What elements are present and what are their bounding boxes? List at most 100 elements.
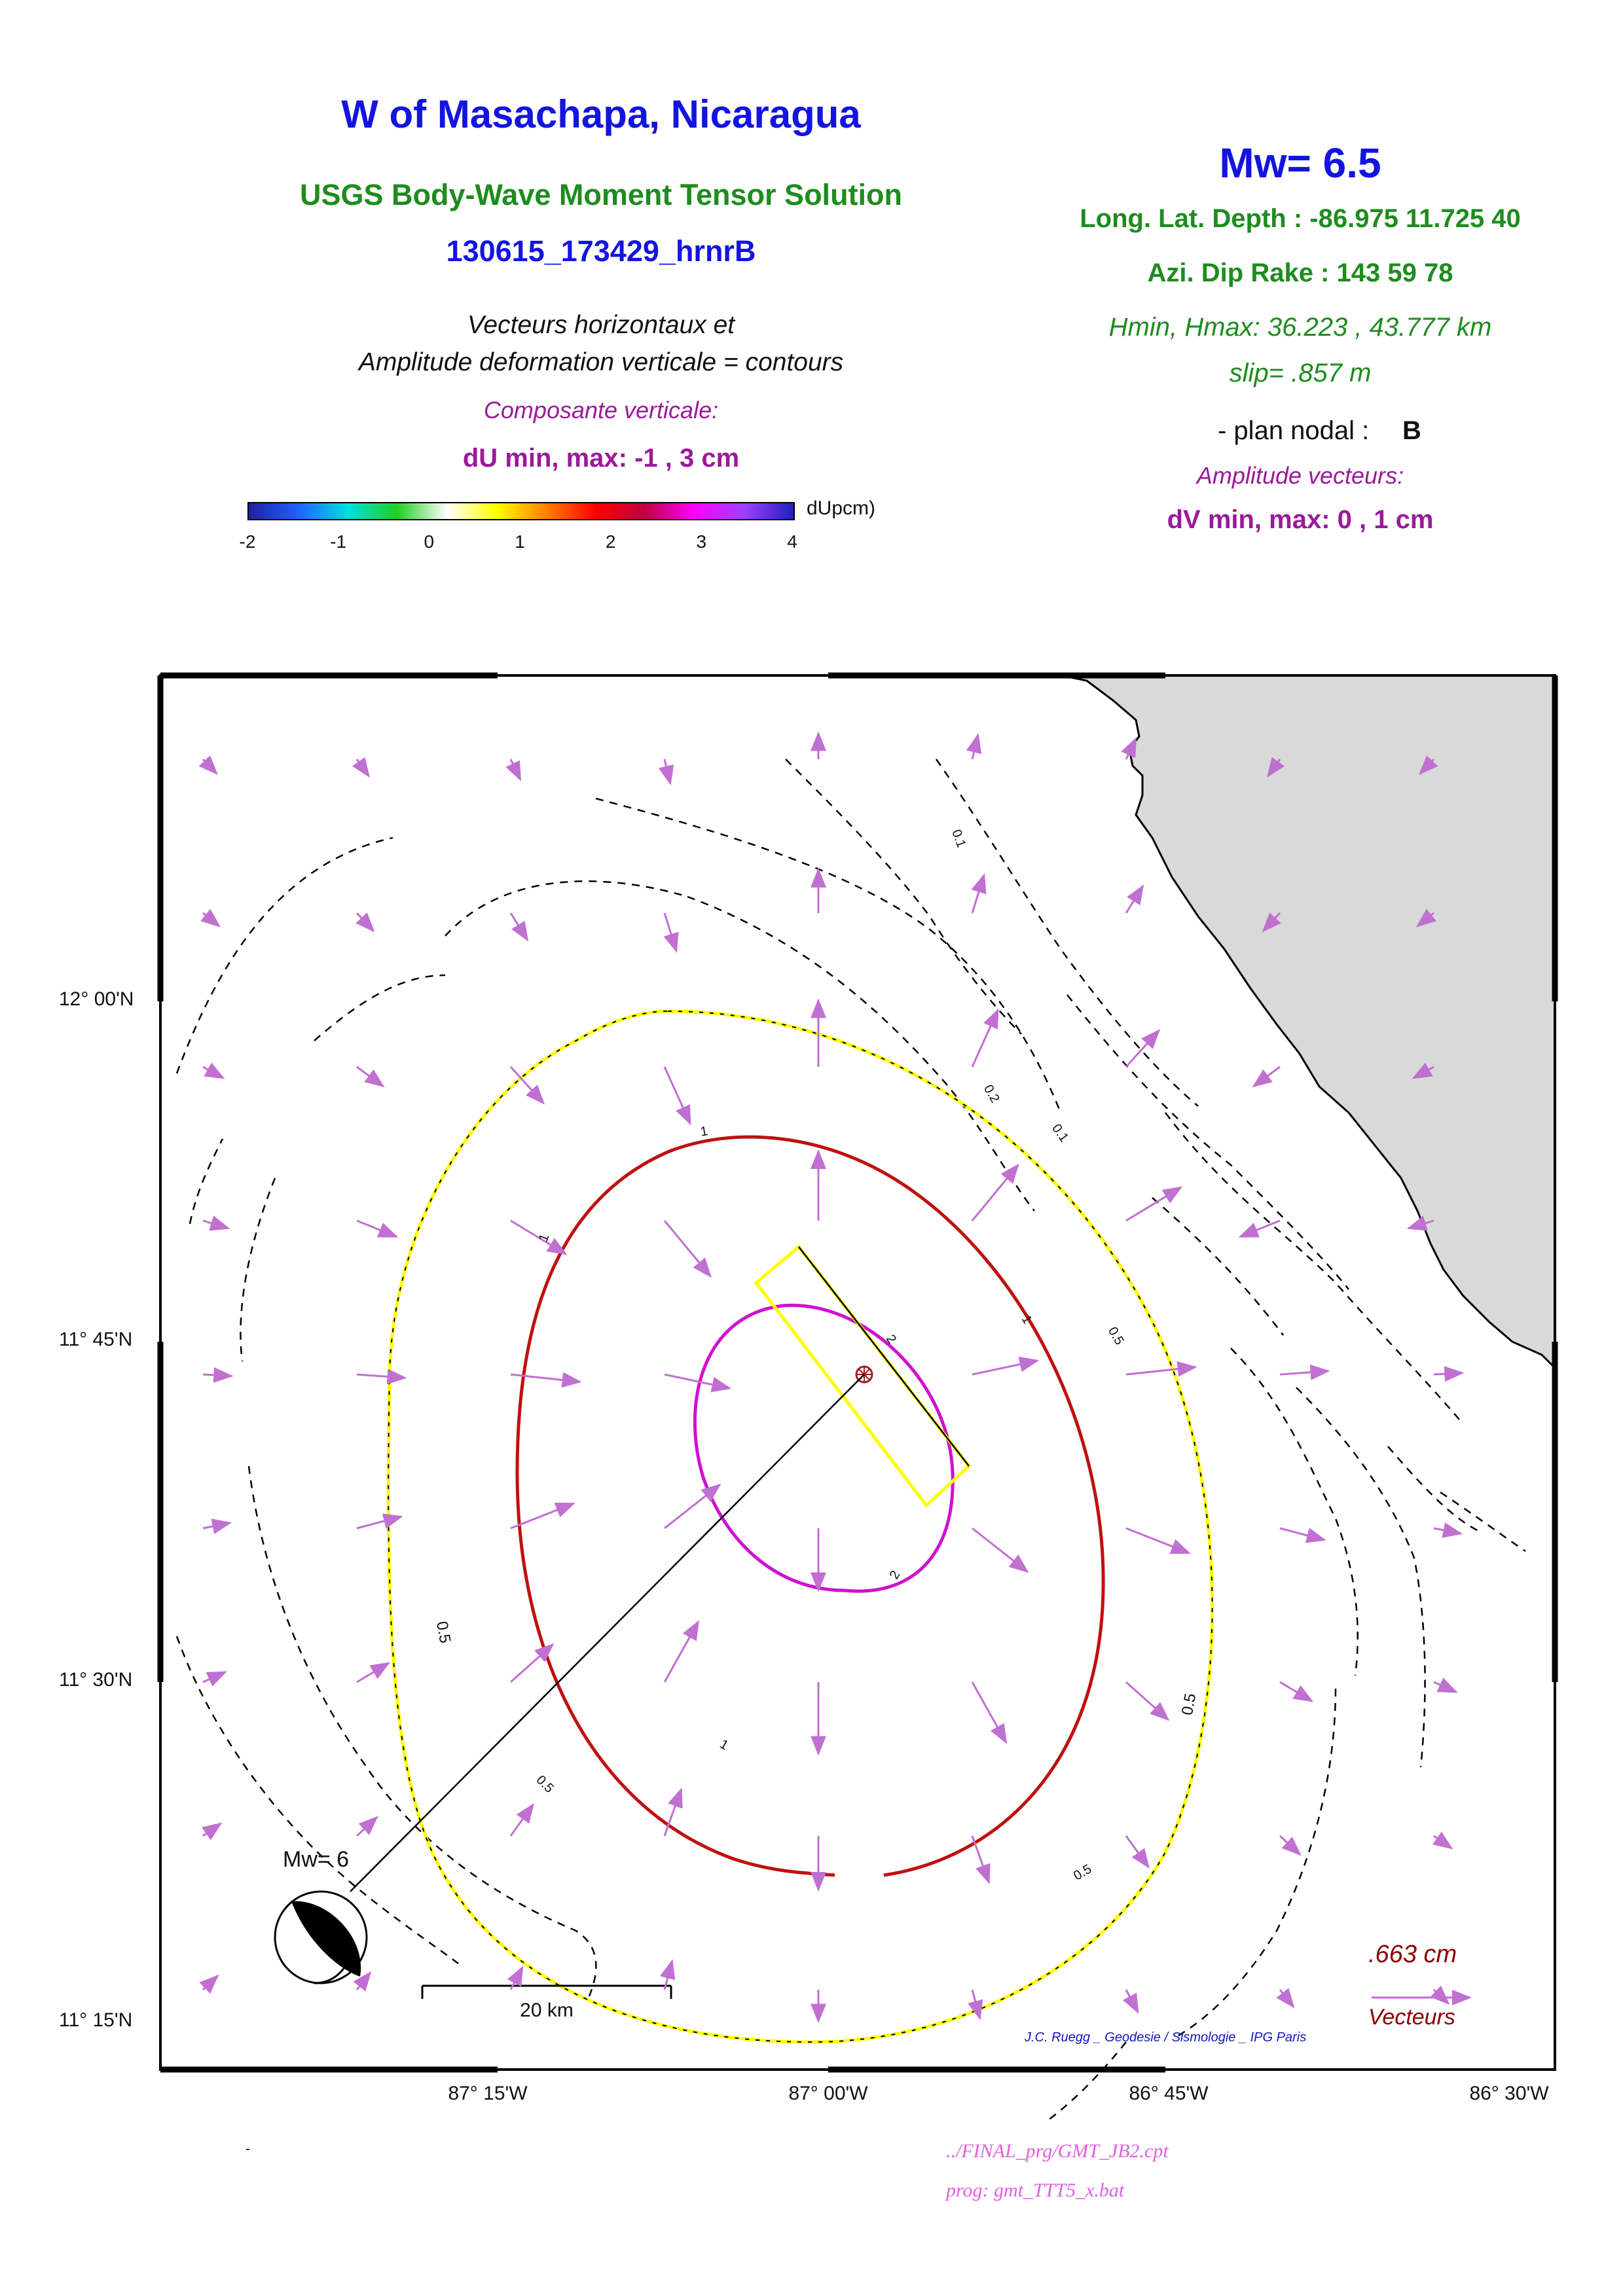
contour-bottom-right [1047, 2041, 1127, 2121]
displacement-vector [1125, 884, 1144, 914]
event-id: 130615_173429_hrnrB [446, 234, 756, 268]
displacement-vector [507, 1965, 524, 1990]
slip: slip= .857 m [1229, 359, 1372, 387]
displacement-vector [971, 1835, 991, 1884]
displacement-vector [663, 1220, 712, 1278]
displacement-vector [356, 1662, 391, 1683]
displacement-vector [1419, 755, 1438, 776]
contour-outer-left [175, 836, 393, 1074]
magnitude: Mw= 6.5 [1219, 139, 1381, 187]
displacement-vector [1276, 1988, 1295, 2009]
contour-outer-top-arc [445, 880, 688, 937]
lat-label-11-45: 11° 45'N [59, 1329, 133, 1350]
azi-dip-rake: Azi. Dip Rake : 143 59 78 [1147, 259, 1453, 287]
displacement-vector [663, 912, 679, 953]
contour-right-4 [1440, 1491, 1526, 1552]
displacement-vector [1279, 1527, 1326, 1543]
displacement-vector [660, 1959, 676, 1990]
colorbar-tick-label: 3 [696, 531, 707, 552]
scale-bar-label: 20 km [520, 2000, 574, 2021]
displacement-vector [510, 1372, 582, 1388]
vector-scale-label: Vecteurs [1368, 2005, 1455, 2030]
credit-text: J.C. Ruegg _ Geodesie / Sismologie _ IPG… [1025, 2030, 1307, 2045]
footer-cpt-path: ../FINAL_prg/GMT_JB2.cpt [946, 2140, 1169, 2162]
dv-range: dV min, max: 0 , 1 cm [1167, 505, 1434, 534]
displacement-vector [201, 1822, 223, 1840]
displacement-vector [202, 1062, 225, 1079]
displacement-vector [658, 759, 674, 785]
contour-left-1 [240, 1177, 276, 1362]
beachball-label: Mw= 6 [283, 1847, 350, 1872]
contour-left-2 [247, 1465, 597, 1997]
subtitle: USGS Body-Wave Moment Tensor Solution [299, 178, 903, 211]
fault-top-edge [798, 1246, 970, 1467]
displacement-vector [1252, 1066, 1281, 1088]
displacement-vector [1433, 1522, 1463, 1538]
vector-scale-value: .663 cm [1368, 1941, 1457, 1968]
scale-bar [421, 1984, 672, 1999]
displacement-vector [1279, 1835, 1302, 1856]
displacement-vector [1122, 1989, 1139, 2014]
displacement-vector [505, 759, 522, 781]
displacement-vector [1279, 1681, 1314, 1702]
displacement-vector [356, 1816, 378, 1837]
vector-amplitude-label: Amplitude vecteurs: [1196, 462, 1404, 489]
displacement-vector [202, 1215, 230, 1231]
displacement-vector [1412, 1062, 1434, 1079]
displacement-vector [663, 1066, 691, 1126]
lon-label-87-00: 87° 00'W [788, 2083, 868, 2104]
displacement-vector [356, 1513, 403, 1530]
contour-right-3 [1387, 1446, 1480, 1533]
displacement-vector [1125, 1681, 1170, 1721]
displacement-vector [356, 912, 375, 933]
page-title: W of Masachapa, Nicaragua [341, 92, 861, 136]
contour-2 [693, 1303, 955, 1593]
displacement-vector [202, 1367, 234, 1383]
displacement-vector [1125, 1361, 1197, 1377]
displacement-vector [199, 1974, 219, 1994]
displacement-vector [1279, 1364, 1330, 1380]
colorbar-tick-label: -2 [239, 531, 256, 552]
displacement-vector [1238, 1219, 1281, 1238]
colorbar-unit: dUpcm) [807, 497, 876, 519]
displacement-vector [971, 1163, 1019, 1221]
displacement-vector [664, 1373, 732, 1393]
contour-0.5 [386, 1009, 1214, 2044]
displacement-vector [971, 873, 987, 914]
contour-top-fan-6 [1165, 1112, 1461, 1421]
lon-label-86-45: 86° 45'W [1129, 2083, 1209, 2104]
colorbar-tick-label: -1 [330, 531, 347, 552]
displacement-vector [202, 1671, 227, 1687]
lon-label-87-15: 87° 15'W [448, 2083, 528, 2104]
displacement-vector [509, 1066, 545, 1105]
displacement-vector [1406, 1215, 1434, 1231]
displacement-vector [356, 1219, 399, 1238]
beachball-focal-mechanism [274, 1890, 368, 1984]
contour-label: 0.5 [1178, 1692, 1200, 1717]
nodal-plane-label: - plan nodal : [1218, 416, 1370, 445]
description-line-1: Vecteurs horizontaux et [467, 311, 735, 339]
land-area [1060, 674, 1556, 1371]
displacement-vector [1262, 912, 1281, 933]
displacement-vector [356, 1066, 385, 1088]
displacement-vector [664, 1483, 721, 1530]
displacement-vector [1430, 1985, 1450, 2005]
displacement-vector [972, 1527, 1029, 1573]
beachball-leader-line [350, 1374, 865, 1892]
displacement-vector [509, 1803, 534, 1837]
displacement-vector [353, 1971, 372, 1992]
colorbar-tick-label: 2 [605, 531, 616, 552]
colorbar-tick-label: 1 [515, 531, 525, 552]
colorbar-tick-label: 4 [787, 531, 797, 552]
contour-top-fan-4 [935, 759, 1199, 1107]
contour-right-1 [1230, 1348, 1359, 1676]
contour-right-2 [1296, 1387, 1426, 1768]
contour-1 [515, 1135, 1105, 1877]
displacement-vector [198, 755, 218, 776]
contour-top-fan-7 [1152, 1197, 1284, 1336]
displacement-vector [1433, 1677, 1458, 1693]
lat-label-12-00: 12° 00'N [59, 988, 134, 1010]
colorbar-tick-label: 0 [424, 531, 435, 552]
contour-top-fan-3 [785, 759, 1022, 1035]
